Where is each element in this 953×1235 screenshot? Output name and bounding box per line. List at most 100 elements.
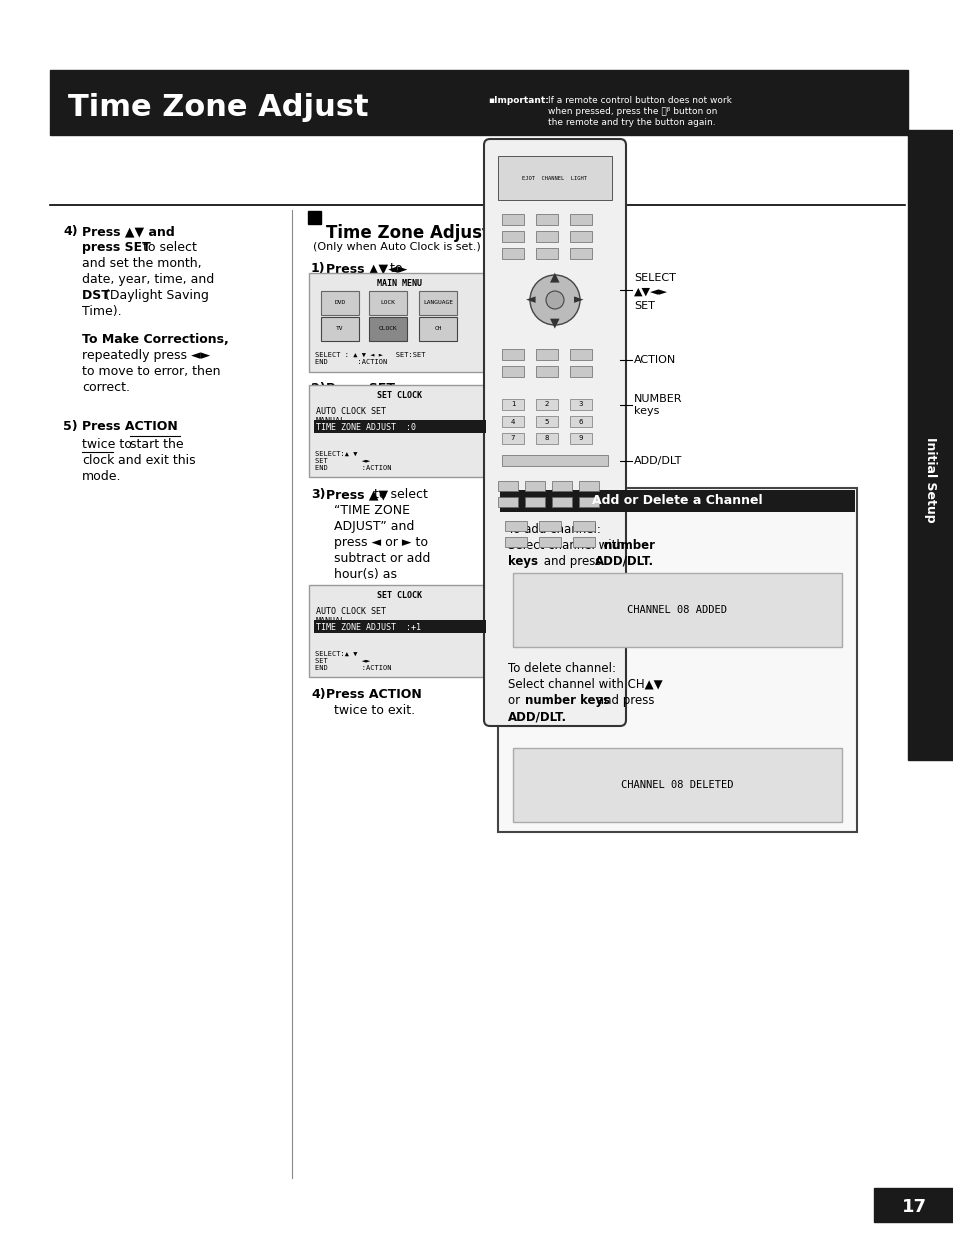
Bar [536,231,558,242]
Bar [873,1188,953,1221]
Text: ▲▼◄►: ▲▼◄► [634,287,667,296]
Text: and exit this: and exit this [113,454,195,467]
Bar [569,214,592,225]
Bar [497,156,612,200]
Text: hour(s) as: hour(s) as [334,568,396,580]
Text: necessary.: necessary. [334,584,399,597]
Bar [569,248,592,259]
Text: Press ACTION: Press ACTION [82,420,177,433]
Text: 8: 8 [544,436,549,441]
Text: SELECT:▲ ▼: SELECT:▲ ▼ [314,451,357,457]
Text: 2): 2) [311,382,325,395]
Bar [569,366,592,377]
Text: (Only when Auto Clock is set.): (Only when Auto Clock is set.) [313,242,480,252]
Text: SET CLOCK: SET CLOCK [377,592,422,600]
FancyBboxPatch shape [309,273,491,372]
Text: 3): 3) [311,488,325,501]
Text: ADD/DLT.: ADD/DLT. [507,710,566,722]
Text: and press: and press [539,555,604,568]
Text: TIME ZONE ADJUST  :+1: TIME ZONE ADJUST :+1 [315,622,420,631]
Text: SELECT:▲ ▼: SELECT:▲ ▼ [314,651,357,657]
Bar [501,366,523,377]
Text: Initial Setup: Initial Setup [923,437,937,522]
Text: press ◄ or ► to: press ◄ or ► to [334,536,428,550]
Text: clock: clock [82,454,114,467]
Text: Time Zone Adjust: Time Zone Adjust [68,94,368,122]
Bar [524,496,544,508]
FancyBboxPatch shape [513,573,841,647]
Bar [497,496,517,508]
Text: Add or Delete a Channel: Add or Delete a Channel [592,494,762,508]
Bar [536,399,558,410]
Bar [569,350,592,359]
Text: CHANNEL 08 DELETED: CHANNEL 08 DELETED [620,781,733,790]
Text: To add channel:: To add channel: [507,522,600,536]
Bar [524,480,544,492]
Text: CH: CH [434,326,441,331]
Text: 4): 4) [63,225,77,238]
Text: Press ▲▼ and: Press ▲▼ and [82,225,174,238]
Text: select “CLOCK.”: select “CLOCK.” [334,278,434,291]
Bar [501,416,523,427]
Text: SET        ◄►: SET ◄► [314,658,370,664]
Text: to: to [386,262,402,275]
Text: LANGUAGE: LANGUAGE [422,300,453,305]
Text: TIME ZONE ADJUST  :0: TIME ZONE ADJUST :0 [315,422,416,431]
Bar [501,350,523,359]
Text: Time Zone Adjust: Time Zone Adjust [326,224,490,242]
Text: or: or [507,694,523,706]
FancyBboxPatch shape [497,488,856,832]
Bar [538,521,560,531]
Text: 1: 1 [510,401,515,408]
Bar [320,317,358,341]
Bar [552,480,572,492]
Text: To delete channel:: To delete channel: [507,662,616,676]
Bar [50,70,907,135]
Text: subtract or add: subtract or add [334,552,430,564]
Bar [504,521,526,531]
Text: 3: 3 [578,401,582,408]
Bar [501,214,523,225]
Text: 5: 5 [544,419,549,425]
Text: 17: 17 [901,1198,925,1216]
Text: SELECT: SELECT [634,273,675,283]
Text: ◄: ◄ [526,294,536,306]
Bar [578,480,598,492]
Text: 6: 6 [578,419,582,425]
FancyBboxPatch shape [309,385,491,477]
Text: If a remote control button does not work: If a remote control button does not work [547,96,731,105]
FancyBboxPatch shape [513,748,841,823]
Bar [320,291,358,315]
Text: to move to error, then: to move to error, then [82,366,220,378]
Text: Press ACTION: Press ACTION [326,688,421,701]
Bar [501,454,607,466]
Text: Select channel with CH▲▼: Select channel with CH▲▼ [507,678,662,692]
Text: correct.: correct. [82,382,130,394]
Bar [538,537,560,547]
Bar [536,248,558,259]
Text: and press: and press [593,694,654,706]
Text: 4): 4) [311,688,325,701]
Bar [569,399,592,410]
Text: MAIN MENU: MAIN MENU [377,279,422,288]
Text: ▪Important:: ▪Important: [488,96,548,105]
Text: END        :ACTION: END :ACTION [314,664,391,671]
Text: ACTION: ACTION [634,354,676,366]
Text: press SET: press SET [82,241,151,254]
Text: 9: 9 [578,436,582,441]
Text: END       :ACTION: END :ACTION [314,359,387,366]
Bar [308,211,320,224]
Text: TV: TV [335,326,343,331]
Text: DST: DST [82,289,114,303]
Text: start the: start the [130,438,183,451]
Text: ADD/DLT: ADD/DLT [634,456,681,466]
Bar [369,291,407,315]
Text: SELECT : ▲ ▼ ◄ ►   SET:SET: SELECT : ▲ ▼ ◄ ► SET:SET [314,352,425,358]
Text: EJOT  CHANNEL  LIGHT: EJOT CHANNEL LIGHT [522,175,587,180]
Text: ▼: ▼ [550,316,559,330]
Bar [501,433,523,445]
Bar [499,490,854,513]
Text: 1): 1) [311,262,325,275]
Bar [418,291,456,315]
Text: when pressed, press the Ⓣᵝ button on: when pressed, press the Ⓣᵝ button on [547,107,717,116]
